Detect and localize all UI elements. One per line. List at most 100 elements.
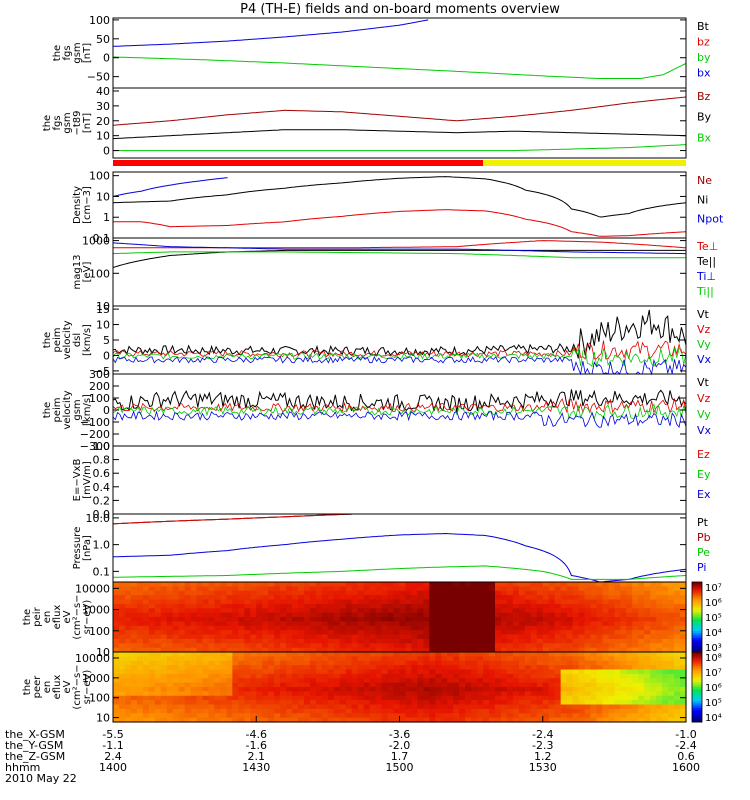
- spectro-cell: [178, 595, 186, 601]
- spectro-cell: [596, 691, 604, 697]
- spectro-cell: [226, 700, 233, 706]
- spectro-cell: [590, 682, 598, 688]
- spectro-cell: [447, 713, 454, 719]
- spectro-cell: [226, 691, 233, 697]
- spectro-cell: [113, 582, 120, 587]
- spectro-cell: [184, 678, 192, 684]
- spectro-cell: [315, 638, 323, 644]
- spectro-cell: [441, 647, 448, 653]
- spectro-cell: [232, 595, 239, 601]
- spectro-cell: [668, 595, 675, 601]
- date-label: 2010 May 22: [5, 772, 77, 785]
- spectro-cell: [262, 687, 269, 692]
- spectro-cell: [530, 682, 538, 688]
- spectro-cell: [280, 669, 287, 675]
- spectro-cell: [309, 700, 317, 706]
- spectro-cell: [172, 608, 180, 614]
- spectro-cell: [274, 621, 281, 627]
- spectro-cell: [309, 682, 317, 688]
- spectro-cell: [662, 673, 669, 679]
- spectro-cell: [536, 612, 544, 618]
- spectro-cell: [113, 638, 120, 644]
- spectro-cell: [381, 704, 389, 710]
- spectro-cell: [650, 634, 657, 640]
- spectro-cell: [405, 687, 413, 692]
- y-axis-label: Pressure: [72, 527, 83, 570]
- spectro-cell: [274, 673, 281, 679]
- spectro-cell: [453, 678, 460, 684]
- spectro-cell: [423, 669, 430, 675]
- spectro-cell: [393, 682, 401, 688]
- spectro-cell: [304, 617, 311, 622]
- spectro-cell: [489, 687, 496, 692]
- spectro-cell: [190, 704, 198, 710]
- spectro-cell: [459, 638, 466, 644]
- spectro-cell: [178, 630, 186, 636]
- spectro-cell: [214, 621, 222, 627]
- spectro-cell: [124, 586, 132, 592]
- spectro-cell: [441, 665, 448, 671]
- spectro-cell: [118, 647, 126, 653]
- spectro-cell: [518, 621, 526, 627]
- spectro-cell: [506, 713, 514, 719]
- spectro-cell: [423, 700, 430, 706]
- spectro-cell: [238, 590, 245, 596]
- spectro-cell: [590, 621, 598, 627]
- spectro-cell: [518, 612, 526, 618]
- legend-label: Ti⊥: [696, 270, 716, 283]
- spectro-cell: [602, 713, 610, 719]
- spectro-cell: [369, 634, 377, 640]
- spectro-cell: [548, 652, 556, 657]
- spectro-cell: [542, 708, 550, 714]
- spectro-cell: [184, 603, 192, 609]
- spectro-cell: [489, 630, 496, 636]
- y-axis-label: sr−eV): [82, 600, 93, 635]
- spectro-cell: [662, 647, 669, 653]
- spectro-cell: [292, 603, 299, 609]
- spectro-cell: [244, 582, 251, 587]
- spectro-cell: [423, 678, 430, 684]
- spectro-cell: [166, 700, 174, 706]
- spectro-cell: [172, 590, 180, 596]
- spectro-cell: [620, 630, 627, 636]
- spectro-cell: [363, 656, 371, 662]
- spectro-cell: [321, 673, 329, 679]
- y-axis-label: [nPa]: [82, 535, 93, 561]
- spectro-cell: [351, 582, 359, 587]
- spectro-cell: [554, 608, 562, 614]
- spectro-cell: [381, 687, 389, 692]
- spectro-cell: [148, 586, 156, 592]
- spectro-cell: [214, 704, 222, 710]
- spectro-cell: [250, 652, 257, 657]
- spectro-cell: [244, 630, 251, 636]
- spectro-cell: [298, 582, 305, 587]
- spectro-cell: [614, 582, 621, 587]
- spectro-cell: [345, 643, 353, 649]
- spectro-cell: [584, 638, 592, 644]
- spectro-cell: [483, 656, 490, 662]
- spectro-cell: [154, 630, 162, 636]
- spectro-cell: [417, 590, 424, 596]
- spectro-cell: [315, 656, 323, 662]
- spectro-cell: [399, 665, 407, 671]
- colorbar-cell: [692, 666, 702, 669]
- spectro-cell: [309, 678, 317, 684]
- spectro-cell: [339, 669, 347, 675]
- spectro-cell: [118, 665, 126, 671]
- spectro-cell: [590, 717, 598, 723]
- spectro-cell: [524, 625, 532, 631]
- spectro-cell: [656, 669, 663, 675]
- spectro-cell: [208, 638, 216, 644]
- spectro-cell: [596, 652, 604, 657]
- spectro-cell: [674, 708, 681, 714]
- spectro-cell: [518, 582, 526, 587]
- spectro-cell: [405, 700, 413, 706]
- spectro-cell: [465, 695, 472, 701]
- spectro-cell: [465, 652, 472, 657]
- spectro-cell: [148, 582, 156, 587]
- spectro-cell: [483, 595, 490, 601]
- spectro-cell: [154, 678, 162, 684]
- spectro-cell: [160, 682, 168, 688]
- spectro-cell: [548, 617, 556, 622]
